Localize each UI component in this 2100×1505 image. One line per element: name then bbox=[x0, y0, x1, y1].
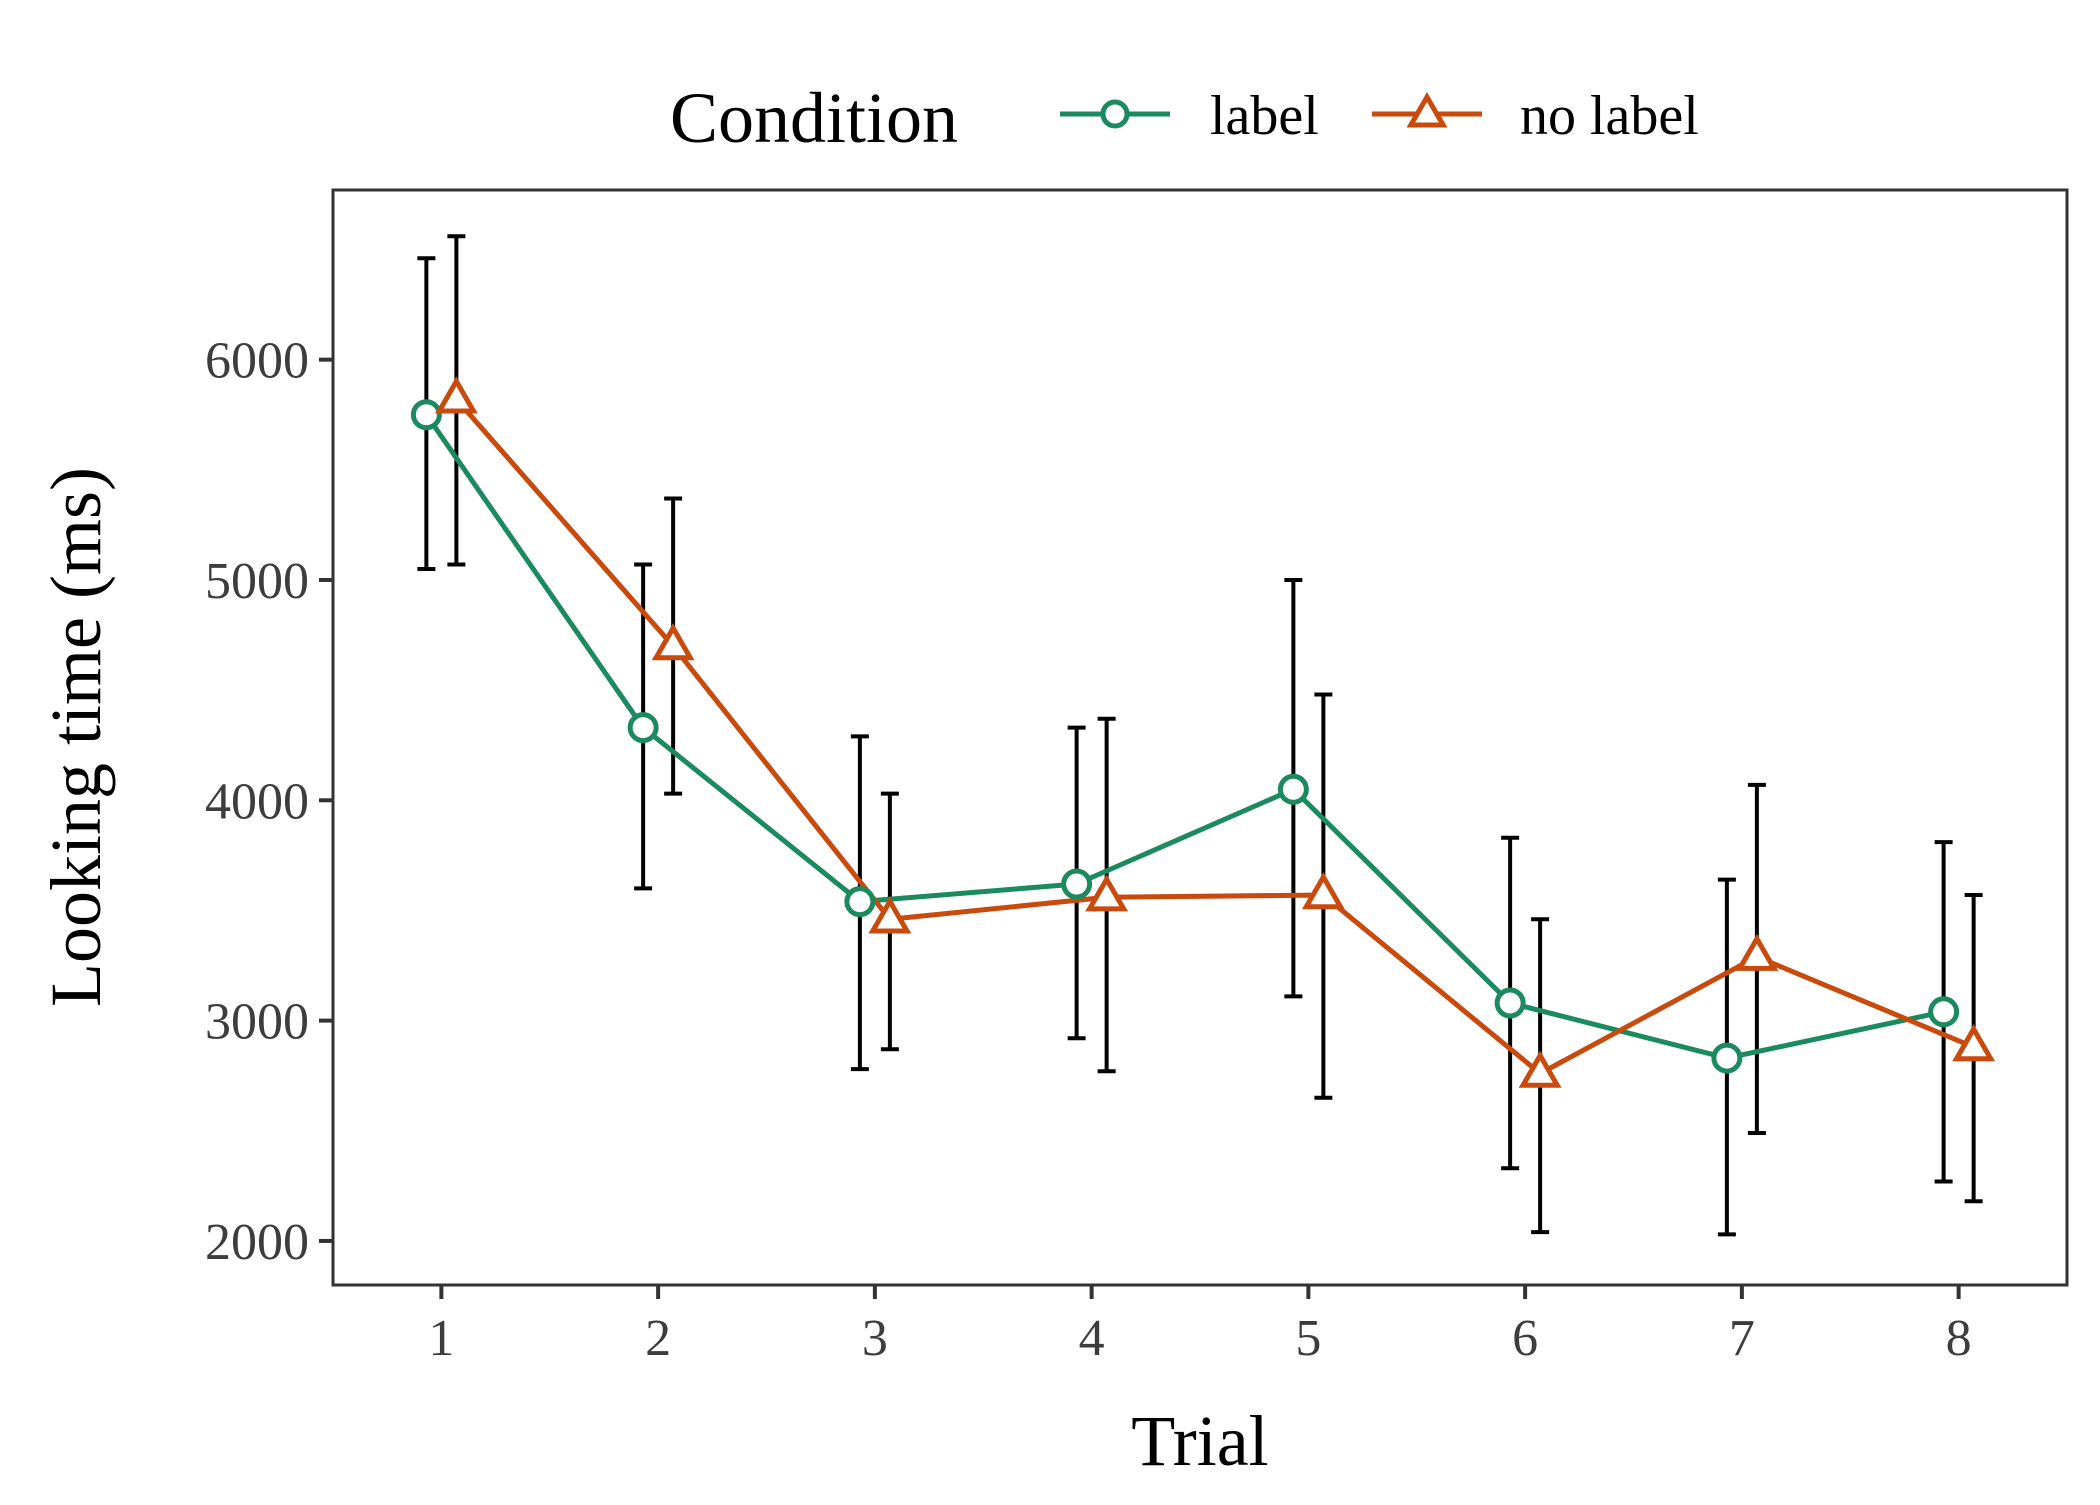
y-axis-title: Looking time (ms) bbox=[36, 467, 116, 1007]
data-point bbox=[1735, 933, 1779, 971]
data-point bbox=[844, 886, 876, 918]
data-point bbox=[1711, 1042, 1743, 1074]
data-point bbox=[1928, 996, 1960, 1028]
legend-item: label bbox=[1060, 85, 1319, 147]
legend-title: Condition bbox=[670, 78, 958, 158]
x-tick-label: 7 bbox=[1729, 1310, 1755, 1367]
legend-item: no label bbox=[1372, 85, 1699, 147]
y-tick-label: 2000 bbox=[205, 1214, 309, 1271]
legend-items: label no label bbox=[1060, 85, 1699, 147]
data-point bbox=[410, 399, 442, 431]
data-point bbox=[627, 712, 659, 744]
series-markers bbox=[410, 376, 1996, 1088]
x-tick-label: 8 bbox=[1946, 1310, 1972, 1367]
x-tick-label: 5 bbox=[1295, 1310, 1321, 1367]
data-point bbox=[1061, 868, 1093, 900]
series-lines bbox=[424, 397, 1975, 1076]
x-tick-label: 6 bbox=[1512, 1310, 1538, 1367]
y-axis: 2000 3000 4000 5000 6000 bbox=[205, 333, 333, 1271]
series-line bbox=[454, 397, 1975, 1076]
y-tick-label: 5000 bbox=[205, 553, 309, 610]
x-tick-label: 4 bbox=[1079, 1310, 1105, 1367]
data-point bbox=[1952, 1024, 1996, 1062]
data-point bbox=[434, 376, 478, 414]
series-line bbox=[424, 413, 1945, 1061]
legend-marker bbox=[1100, 99, 1130, 129]
legend-label: no label bbox=[1520, 85, 1699, 147]
data-point bbox=[868, 896, 912, 934]
plot-area: 2000 3000 4000 5000 6000 1 2 3 4 5 6 7 8 bbox=[205, 188, 2069, 1367]
data-point bbox=[1085, 874, 1129, 912]
legend: Condition label no label bbox=[670, 78, 1699, 158]
legend-label: label bbox=[1210, 85, 1319, 147]
x-tick-label: 3 bbox=[862, 1310, 888, 1367]
x-axis: 1 2 3 4 5 6 7 8 bbox=[428, 1285, 1972, 1367]
data-point bbox=[1494, 987, 1526, 1019]
x-tick-label: 2 bbox=[645, 1310, 671, 1367]
y-tick-label: 3000 bbox=[205, 994, 309, 1051]
data-point bbox=[1301, 872, 1345, 910]
y-tick-label: 6000 bbox=[205, 333, 309, 390]
legend-marker bbox=[1406, 91, 1448, 128]
plot-frame bbox=[331, 188, 2069, 1287]
data-point bbox=[651, 623, 695, 661]
x-axis-title: Trial bbox=[1131, 1401, 1268, 1481]
data-point bbox=[1277, 773, 1309, 805]
y-tick-label: 4000 bbox=[205, 773, 309, 830]
data-point bbox=[1518, 1050, 1562, 1088]
x-tick-label: 1 bbox=[428, 1310, 454, 1367]
